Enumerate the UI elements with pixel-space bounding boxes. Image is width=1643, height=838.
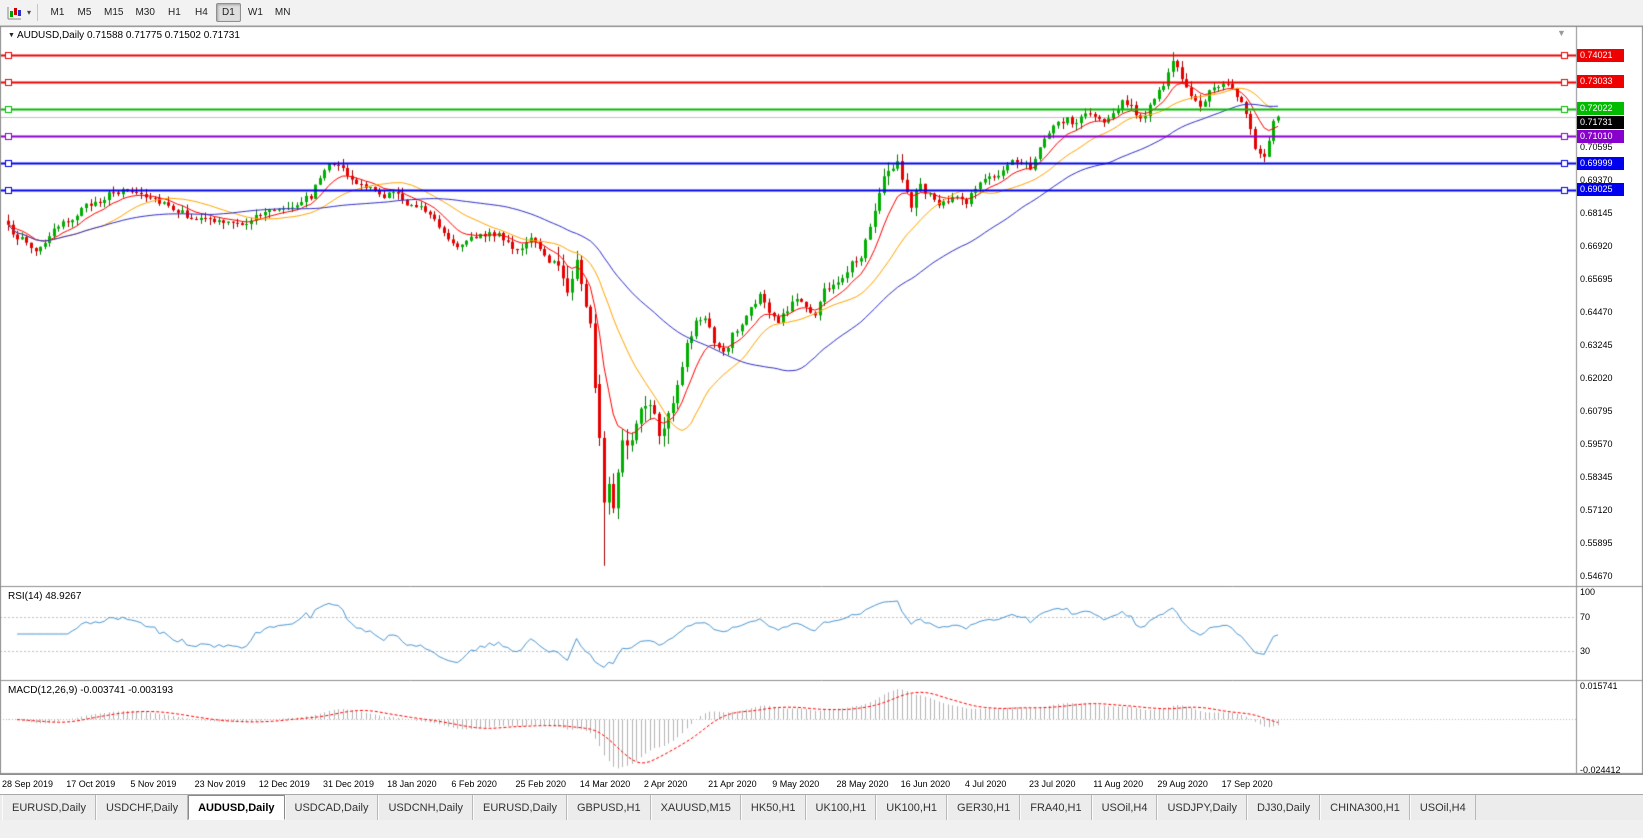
date-axis-label: 28 May 2020 xyxy=(836,779,889,789)
chart-type-icon[interactable] xyxy=(4,4,24,22)
date-axis-label: 28 Sep 2019 xyxy=(2,779,54,789)
date-axis-label: 31 Dec 2019 xyxy=(322,779,374,789)
date-axis-label: 21 Apr 2020 xyxy=(708,779,757,789)
timeframe-button-m30[interactable]: M30 xyxy=(135,7,155,18)
chart-tab-8[interactable]: HK50,H1 xyxy=(740,795,806,820)
timeframe-toolbar: ▾ M1 M5 M15 M30 H1 H4 D1 W1 MN xyxy=(0,0,1643,26)
date-axis-label: 29 Aug 2020 xyxy=(1157,779,1208,789)
chart-tab-6[interactable]: GBPUSD,H1 xyxy=(567,795,651,820)
chart-tab-15[interactable]: DJ30,Daily xyxy=(1246,795,1321,820)
chart-tab-1[interactable]: USDCHF,Daily xyxy=(95,795,189,820)
chart-tab-0[interactable]: EURUSD,Daily xyxy=(2,795,96,820)
date-axis-label: 17 Sep 2020 xyxy=(1221,779,1273,789)
date-axis-label: 5 Nov 2019 xyxy=(130,779,177,789)
bottom-filler xyxy=(0,820,1643,838)
date-axis-label: 18 Jan 2020 xyxy=(387,779,437,789)
date-axis-label: 14 Mar 2020 xyxy=(579,779,631,789)
chart-tab-11[interactable]: GER30,H1 xyxy=(947,795,1021,820)
timeframe-button-h4[interactable]: H4 xyxy=(195,7,208,18)
chart-canvas[interactable] xyxy=(0,26,1643,774)
timeframe-button-w1[interactable]: W1 xyxy=(247,7,263,18)
date-axis-label: 9 May 2020 xyxy=(772,779,820,789)
chart-tab-5[interactable]: EURUSD,Daily xyxy=(473,795,567,820)
timeframe-button-m5[interactable]: M5 xyxy=(77,7,92,18)
timeframe-button-mn[interactable]: MN xyxy=(274,7,291,18)
chart-tab-3[interactable]: USDCAD,Daily xyxy=(284,795,379,820)
date-axis-label: 6 Feb 2020 xyxy=(451,779,497,789)
date-axis-label: 11 Aug 2020 xyxy=(1093,779,1144,789)
timeframe-button-m1[interactable]: M1 xyxy=(50,7,65,18)
date-axis-label: 16 Jun 2020 xyxy=(900,779,951,789)
chart-tab-7[interactable]: XAUUSD,M15 xyxy=(650,795,741,820)
date-axis-label: 17 Oct 2019 xyxy=(66,779,116,789)
chart-area: ▼ AUDUSD,Daily 0.71588 0.71775 0.71502 0.… xyxy=(0,26,1643,775)
chart-window-tabs: EURUSD,Daily USDCHF,Daily AUDUSD,Daily USDC… xyxy=(0,794,1643,820)
chart-tab-2[interactable]: AUDUSD,Daily xyxy=(188,795,285,820)
chart-tab-13[interactable]: USOil,H4 xyxy=(1091,795,1158,820)
timeframe-button-m15[interactable]: M15 xyxy=(104,7,124,18)
date-axis-label: 2 Apr 2020 xyxy=(643,779,688,789)
toolbar-separator xyxy=(37,4,38,21)
timeframe-button-d1[interactable]: D1 xyxy=(215,3,241,22)
date-axis-label: 23 Nov 2019 xyxy=(194,779,246,789)
chart-tab-12[interactable]: FRA40,H1 xyxy=(1020,795,1092,820)
chart-tab-17[interactable]: USOil,H4 xyxy=(1409,795,1476,820)
chart-tab-14[interactable]: USDJPY,Daily xyxy=(1157,795,1247,820)
timeframe-button-h1[interactable]: H1 xyxy=(168,7,181,18)
chart-tab-10[interactable]: UK100,H1 xyxy=(876,795,948,820)
chart-type-dropdown-caret-icon[interactable]: ▾ xyxy=(26,8,31,17)
chart-tab-4[interactable]: USDCNH,Daily xyxy=(378,795,474,820)
date-axis-label: 12 Dec 2019 xyxy=(258,779,310,789)
timeframe-buttons: M1 M5 M15 M30 H1 H4 D1 W1 MN xyxy=(44,3,296,22)
chart-tab-16[interactable]: CHINA300,H1 xyxy=(1320,795,1410,820)
chart-tab-9[interactable]: UK100,H1 xyxy=(805,795,877,820)
date-axis-label: 4 Jul 2020 xyxy=(964,779,1007,789)
time-axis[interactable]: 28 Sep 2019 17 Oct 2019 5 Nov 2019 23 Nov 2… xyxy=(0,774,1643,794)
date-axis-label: 23 Jul 2020 xyxy=(1029,779,1076,789)
date-axis-label: 25 Feb 2020 xyxy=(515,779,567,789)
